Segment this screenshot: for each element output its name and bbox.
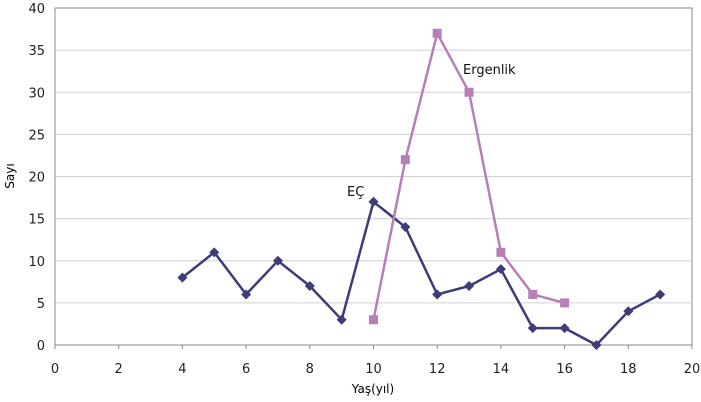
x-tick-label: 18 (620, 362, 637, 377)
y-axis-title: Sayı (3, 163, 17, 188)
data-point-square (369, 315, 378, 324)
data-point-square (433, 29, 442, 38)
data-point-square (465, 88, 474, 97)
x-tick-label: 10 (365, 362, 382, 377)
x-tick-label: 16 (556, 362, 573, 377)
y-tick-label: 25 (28, 128, 45, 143)
x-tick-label: 8 (306, 362, 314, 377)
x-axis-title: Yaş(yıl) (351, 382, 394, 396)
y-tick-label: 10 (28, 255, 45, 270)
x-tick-label: 4 (178, 362, 186, 377)
y-tick-label: 20 (28, 171, 45, 186)
data-point-square (528, 290, 537, 299)
data-point-square (496, 248, 505, 257)
x-tick-label: 6 (242, 362, 250, 377)
y-tick-label: 30 (28, 86, 45, 101)
annotation-ec: EÇ (347, 185, 364, 200)
x-tick-label: 12 (429, 362, 446, 377)
y-tick-label: 40 (28, 2, 45, 17)
data-point-square (560, 298, 569, 307)
y-tick-label: 5 (37, 297, 45, 312)
y-tick-label: 35 (28, 44, 45, 59)
data-point-square (401, 155, 410, 164)
y-tick-label: 0 (37, 339, 45, 354)
x-tick-label: 14 (493, 362, 510, 377)
x-tick-label: 0 (51, 362, 59, 377)
x-tick-label: 2 (115, 362, 123, 377)
y-tick-label: 15 (28, 213, 45, 228)
x-tick-label: 20 (684, 362, 701, 377)
annotation-ergenlik: Ergenlik (463, 63, 516, 78)
